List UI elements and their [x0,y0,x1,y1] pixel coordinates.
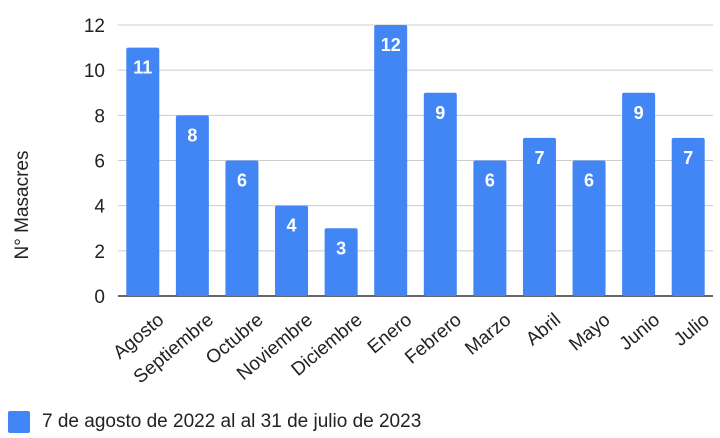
y-tick-label: 6 [94,152,105,173]
data-label: 6 [584,171,594,191]
y-axis-title: N° Masacres [12,151,33,260]
data-label: 6 [485,171,495,191]
bar [175,115,209,296]
y-tick-label: 12 [84,16,105,37]
x-tick-label: Mayo [565,310,614,356]
bar [423,92,457,296]
gridlines [118,24,713,297]
bar [324,228,358,296]
y-tick-label: 4 [94,197,105,218]
data-label: 7 [683,148,693,168]
bar-chart: 0 2 4 6 8 10 12 11 8 6 4 3 12 9 6 7 6 9 7 AgostoSeptiembr… [12,16,714,389]
data-label: 6 [237,171,247,191]
x-tick-label: Abril [522,310,565,351]
data-label: 9 [435,103,445,123]
legend: 7 de agosto de 2022 al al 31 de julio de… [8,410,421,434]
bar [622,92,656,296]
bar [374,25,408,296]
legend-swatch [8,411,30,433]
x-tick-label: Febrero [401,310,465,369]
data-label: 3 [336,238,346,258]
data-label: 11 [133,58,152,78]
data-label: 7 [534,148,544,168]
bar [572,160,606,296]
bar [522,137,556,296]
data-label: 8 [187,125,197,145]
y-tick-label: 2 [94,242,105,263]
x-tick-label: Julio [670,310,713,351]
data-label: 4 [287,216,297,236]
y-tick-label: 0 [94,287,105,308]
x-axis-ticks: AgostoSeptiembreOctubreNoviembreDiciembr… [109,310,713,389]
x-tick-label: Marzo [461,310,515,360]
bar [275,205,309,296]
y-tick-label: 10 [84,61,105,82]
bar [671,137,705,296]
bar [225,160,259,296]
legend-label: 7 de agosto de 2022 al al 31 de julio de… [42,411,422,432]
y-tick-label: 8 [94,106,105,127]
bars: 11 8 6 4 3 12 9 6 7 6 9 7 [126,25,705,297]
y-axis-ticks: 0 2 4 6 8 10 12 [84,16,106,308]
data-label: 12 [381,35,401,55]
x-tick-label: Junio [616,310,664,355]
bar [126,47,160,297]
data-label: 9 [634,103,644,123]
bar [473,160,507,296]
